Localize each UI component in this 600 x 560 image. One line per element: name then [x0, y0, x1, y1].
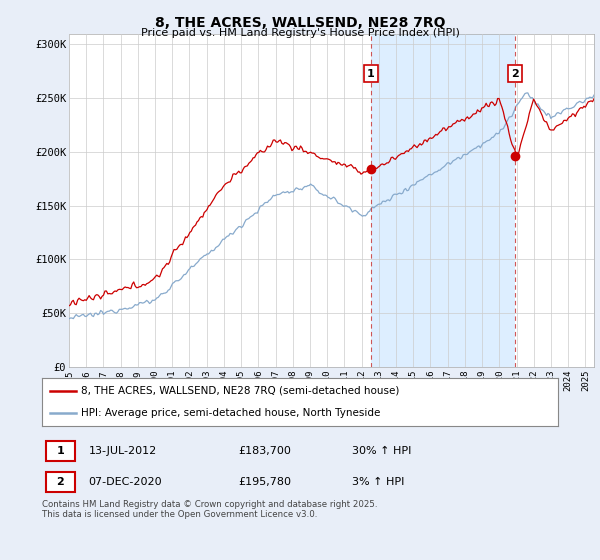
Text: £195,780: £195,780: [238, 477, 291, 487]
Text: 30% ↑ HPI: 30% ↑ HPI: [352, 446, 411, 456]
Text: 1: 1: [56, 446, 64, 456]
Bar: [46, 472, 74, 492]
Text: 2: 2: [56, 477, 64, 487]
Text: 2: 2: [511, 68, 519, 78]
Text: 13-JUL-2012: 13-JUL-2012: [88, 446, 157, 456]
Text: 1: 1: [367, 68, 375, 78]
Bar: [371, 34, 515, 367]
Text: 3% ↑ HPI: 3% ↑ HPI: [352, 477, 404, 487]
Text: 07-DEC-2020: 07-DEC-2020: [88, 477, 162, 487]
Text: HPI: Average price, semi-detached house, North Tyneside: HPI: Average price, semi-detached house,…: [80, 408, 380, 418]
Bar: [46, 441, 74, 461]
Text: Contains HM Land Registry data © Crown copyright and database right 2025.
This d: Contains HM Land Registry data © Crown c…: [42, 500, 377, 519]
Text: £183,700: £183,700: [238, 446, 291, 456]
Text: 8, THE ACRES, WALLSEND, NE28 7RQ: 8, THE ACRES, WALLSEND, NE28 7RQ: [155, 16, 445, 30]
Text: Price paid vs. HM Land Registry's House Price Index (HPI): Price paid vs. HM Land Registry's House …: [140, 28, 460, 38]
Text: 8, THE ACRES, WALLSEND, NE28 7RQ (semi-detached house): 8, THE ACRES, WALLSEND, NE28 7RQ (semi-d…: [80, 386, 399, 396]
